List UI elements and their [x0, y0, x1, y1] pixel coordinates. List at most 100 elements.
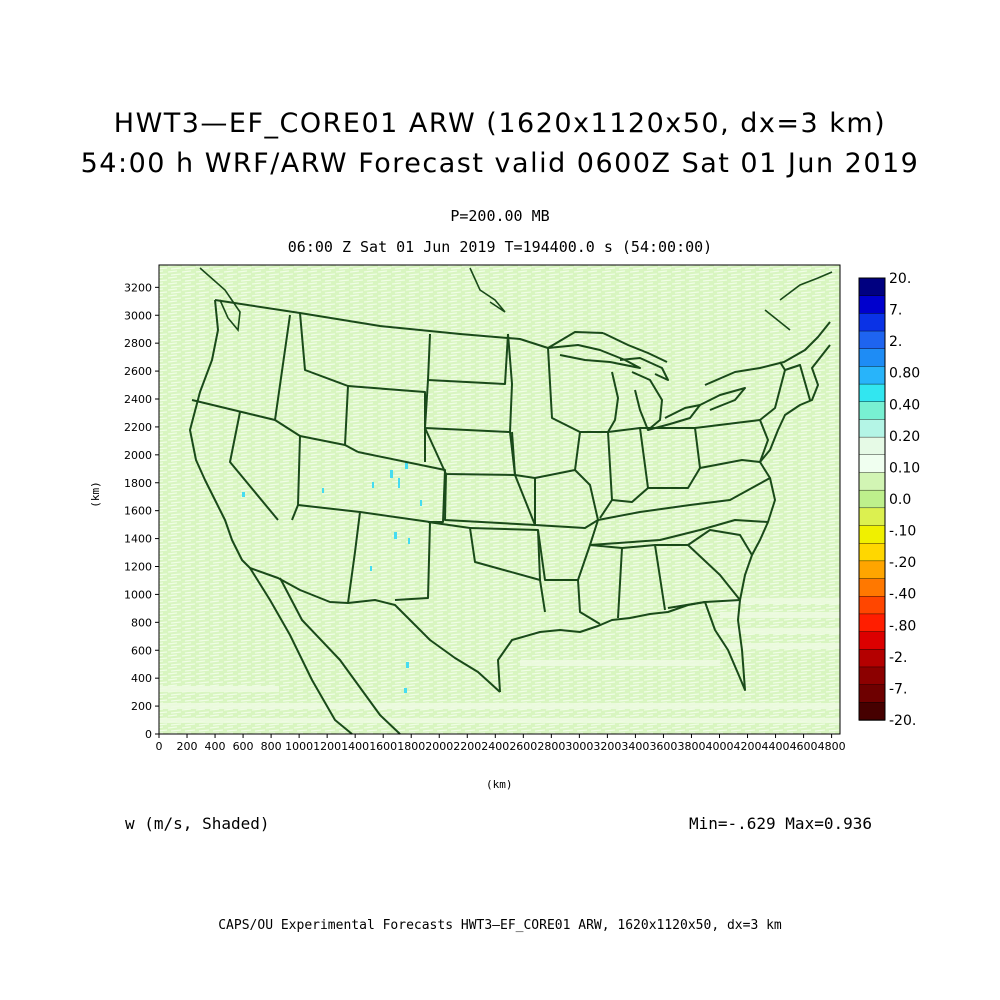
colorbar-swatch — [858, 525, 886, 544]
x-tick-label: 1000 — [285, 740, 313, 753]
y-tick-label: 3000 — [124, 309, 152, 322]
y-tick-label: 1000 — [124, 588, 152, 601]
colorbar-label: 0.40 — [889, 397, 920, 413]
y-tick-label: 2400 — [124, 393, 152, 406]
colorbar-swatch — [858, 295, 886, 315]
x-tick-label: 1600 — [369, 740, 397, 753]
colorbar-swatch — [858, 666, 886, 686]
y-tick-label: 1400 — [124, 533, 152, 546]
x-tick-label: 1200 — [313, 740, 341, 753]
colorbar-label: 0.20 — [889, 429, 920, 445]
x-tick-label: 3000 — [565, 740, 593, 753]
colorbar-label: -20. — [889, 713, 916, 729]
colorbar-swatch — [858, 277, 886, 297]
geographic-boundaries — [189, 299, 831, 735]
colorbar-label: -.20 — [889, 555, 916, 571]
y-tick-label: 400 — [131, 672, 152, 685]
y-tick-label: 2800 — [124, 337, 152, 350]
variable-label: w (m/s, Shaded) — [125, 814, 270, 833]
colorbar-swatch — [858, 631, 886, 650]
colorbar-swatch — [858, 366, 886, 385]
x-tick-label: 1800 — [397, 740, 425, 753]
x-tick-label: 4400 — [762, 740, 790, 753]
y-tick-label: 0 — [145, 728, 152, 741]
x-tick-label: 2200 — [453, 740, 481, 753]
colorbar-swatch — [858, 330, 886, 350]
colorbar-swatch — [858, 560, 886, 580]
colorbar-swatch — [858, 313, 886, 332]
colorbar-swatch — [858, 684, 886, 704]
colorbar-swatch — [858, 702, 886, 721]
colorbar-swatch — [858, 489, 886, 509]
x-tick-label: 2800 — [537, 740, 565, 753]
footer-credit: CAPS/OU Experimental Forecasts HWT3—EF_C… — [218, 918, 782, 933]
colorbar-swatch — [858, 436, 886, 456]
colorbar-label: -.10 — [889, 524, 916, 540]
map-frame — [158, 264, 841, 735]
colorbar-swatch — [858, 596, 886, 615]
y-axis-ticks: 0 200 400 600 800 1000 1200 1400 1600 1800 2000 220… — [124, 281, 159, 741]
colorbar-swatch — [858, 578, 886, 597]
pressure-level-label: P=200.00 MB — [450, 207, 550, 225]
y-tick-label: 2000 — [124, 449, 152, 462]
colorbar-label: 20. — [889, 271, 911, 287]
plot-title-line2: 54:00 h WRF/ARW Forecast valid 0600Z Sat… — [80, 148, 920, 179]
x-tick-label: 2000 — [425, 740, 453, 753]
x-tick-label: 4600 — [790, 740, 818, 753]
valid-time-label: 06:00 Z Sat 01 Jun 2019 T=194400.0 s (54… — [287, 238, 713, 256]
x-tick-label: 3400 — [621, 740, 649, 753]
colorbar-label: 0.10 — [889, 460, 920, 476]
colorbar-swatch — [858, 401, 886, 421]
map-panel — [158, 264, 841, 735]
y-tick-label: 1200 — [124, 561, 152, 574]
min-max-label: Min=-.629 Max=0.936 — [688, 814, 872, 833]
x-tick-label: 1400 — [341, 740, 369, 753]
y-tick-label: 2200 — [124, 421, 152, 434]
colorbar-swatch — [858, 472, 886, 491]
colorbar: 20. 7. 2. 0.80 0.40 0.20 0.10 0.0 -.10 -.20 -.40 -.… — [858, 271, 920, 729]
colorbar-label: 0.0 — [889, 492, 911, 508]
x-tick-label: 0 — [156, 740, 163, 753]
x-tick-label: 3600 — [649, 740, 677, 753]
colorbar-swatch — [858, 348, 886, 368]
y-tick-label: 600 — [131, 644, 152, 657]
y-axis-label: (km) — [88, 481, 102, 508]
colorbar-label: -2. — [889, 650, 907, 666]
colorbar-swatch — [858, 613, 886, 633]
y-tick-label: 1800 — [124, 477, 152, 490]
colorbar-label: -7. — [889, 681, 907, 697]
x-axis-label: (km) — [486, 778, 513, 791]
x-tick-label: 3800 — [677, 740, 705, 753]
vertical-motion-features — [242, 462, 422, 693]
x-tick-label: 600 — [233, 740, 254, 753]
x-tick-label: 3200 — [593, 740, 621, 753]
y-tick-label: 2600 — [124, 365, 152, 378]
x-tick-label: 800 — [261, 740, 282, 753]
x-tick-label: 2600 — [509, 740, 537, 753]
y-tick-label: 3200 — [124, 281, 152, 294]
colorbar-swatch — [858, 383, 886, 403]
colorbar-swatch — [858, 507, 886, 527]
colorbar-label: 7. — [889, 303, 902, 319]
x-axis-ticks: 0 200 400 600 800 1000 1200 1400 1600 1800 2000 220… — [156, 734, 846, 753]
colorbar-swatch — [858, 454, 886, 474]
x-tick-label: 4000 — [705, 740, 733, 753]
colorbar-swatch — [858, 543, 886, 562]
colorbar-swatch — [858, 649, 886, 668]
x-tick-label: 200 — [177, 740, 198, 753]
x-tick-label: 4800 — [818, 740, 846, 753]
y-tick-label: 200 — [131, 700, 152, 713]
colorbar-frame — [858, 277, 886, 721]
colorbar-label: -.80 — [889, 618, 916, 634]
y-tick-label: 800 — [131, 616, 152, 629]
colorbar-swatch — [858, 419, 886, 438]
x-tick-label: 2400 — [481, 740, 509, 753]
colorbar-label: 2. — [889, 334, 902, 350]
colorbar-label: -.40 — [889, 587, 916, 603]
y-tick-label: 1600 — [124, 505, 152, 518]
plot-title-line1: HWT3—EF_CORE01 ARW (1620x1120x50, dx=3 k… — [113, 108, 887, 139]
x-tick-label: 4200 — [734, 740, 762, 753]
colorbar-label: 0.80 — [889, 366, 920, 382]
x-tick-label: 400 — [205, 740, 226, 753]
